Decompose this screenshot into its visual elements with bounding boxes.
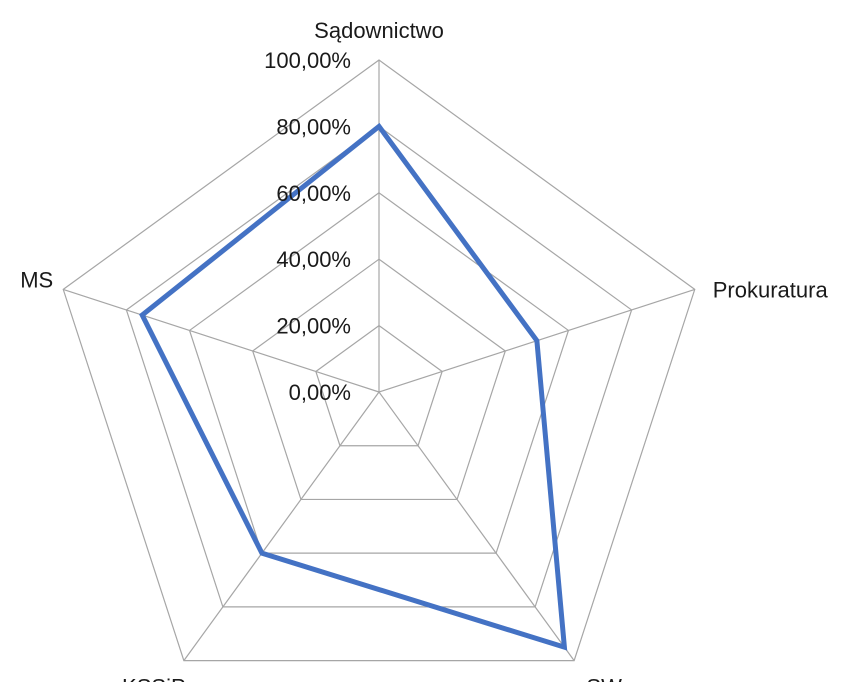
axis-label-4: MS (20, 267, 53, 292)
axis-labels: Sądownictwo Prokuratura SW KSSiP MS (20, 18, 828, 682)
grid-ring-3 (188, 192, 570, 554)
tick-label: 40,00% (276, 247, 351, 272)
grid-ring-1 (315, 324, 443, 447)
tick-label: 100,00% (264, 48, 351, 73)
grid (62, 59, 696, 662)
tick-label: 80,00% (276, 114, 351, 139)
grid-ring-2 (251, 258, 507, 501)
spoke-3 (183, 391, 380, 661)
spoke-2 (378, 391, 575, 661)
axis-label-0: Sądownictwo (314, 18, 444, 43)
tick-label: 0,00% (289, 380, 351, 405)
spoke-4 (63, 288, 380, 393)
grid-ring-4 (125, 125, 633, 608)
tick-label: 60,00% (276, 181, 351, 206)
axis-label-2: SW (586, 675, 622, 682)
series-layer (139, 122, 568, 651)
tick-label: 20,00% (276, 314, 351, 339)
series-line-0 (139, 122, 568, 651)
axis-label-3: KSSiP (122, 675, 186, 682)
tick-labels: 0,00% 20,00% 40,00% 60,00% 80,00% 100,00% (264, 48, 351, 405)
axis-label-1: Prokuratura (713, 277, 829, 302)
grid-ring-5 (62, 59, 696, 662)
